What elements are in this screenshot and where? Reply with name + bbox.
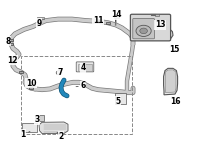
Text: 14: 14 — [111, 10, 121, 19]
Text: 1: 1 — [20, 130, 26, 139]
Text: 2: 2 — [58, 132, 64, 141]
Text: 10: 10 — [26, 78, 36, 88]
Text: 3: 3 — [34, 115, 40, 124]
Text: 15: 15 — [169, 45, 179, 55]
Bar — [37, 22, 41, 25]
Bar — [19, 71, 23, 73]
Text: 9: 9 — [36, 19, 42, 28]
Circle shape — [56, 71, 62, 75]
Bar — [155, 14, 159, 16]
Bar — [37, 17, 44, 19]
Text: 12: 12 — [7, 56, 17, 65]
FancyBboxPatch shape — [130, 14, 171, 41]
Bar — [11, 61, 15, 63]
FancyBboxPatch shape — [133, 19, 154, 39]
Bar — [9, 39, 13, 41]
Text: 5: 5 — [115, 97, 121, 106]
Text: 7: 7 — [57, 67, 63, 77]
Text: 4: 4 — [80, 63, 86, 72]
Bar — [96, 20, 100, 22]
Bar — [106, 22, 110, 24]
Text: 6: 6 — [80, 81, 86, 91]
Bar — [114, 16, 119, 18]
Polygon shape — [165, 70, 176, 93]
Bar — [96, 20, 100, 22]
Polygon shape — [166, 29, 173, 40]
Circle shape — [140, 28, 147, 34]
Bar — [30, 82, 35, 84]
Text: 8: 8 — [5, 37, 11, 46]
Circle shape — [136, 25, 151, 36]
Text: 13: 13 — [155, 20, 165, 30]
FancyBboxPatch shape — [76, 62, 94, 72]
Bar — [9, 43, 13, 45]
Text: 11: 11 — [93, 16, 103, 25]
Bar — [22, 123, 37, 132]
Polygon shape — [39, 122, 68, 133]
Bar — [21, 56, 132, 134]
Bar — [12, 59, 15, 61]
Bar — [78, 64, 92, 71]
Bar — [115, 93, 126, 104]
Bar — [35, 115, 44, 121]
Text: 16: 16 — [170, 97, 180, 106]
Bar — [29, 87, 33, 89]
Polygon shape — [164, 68, 178, 95]
